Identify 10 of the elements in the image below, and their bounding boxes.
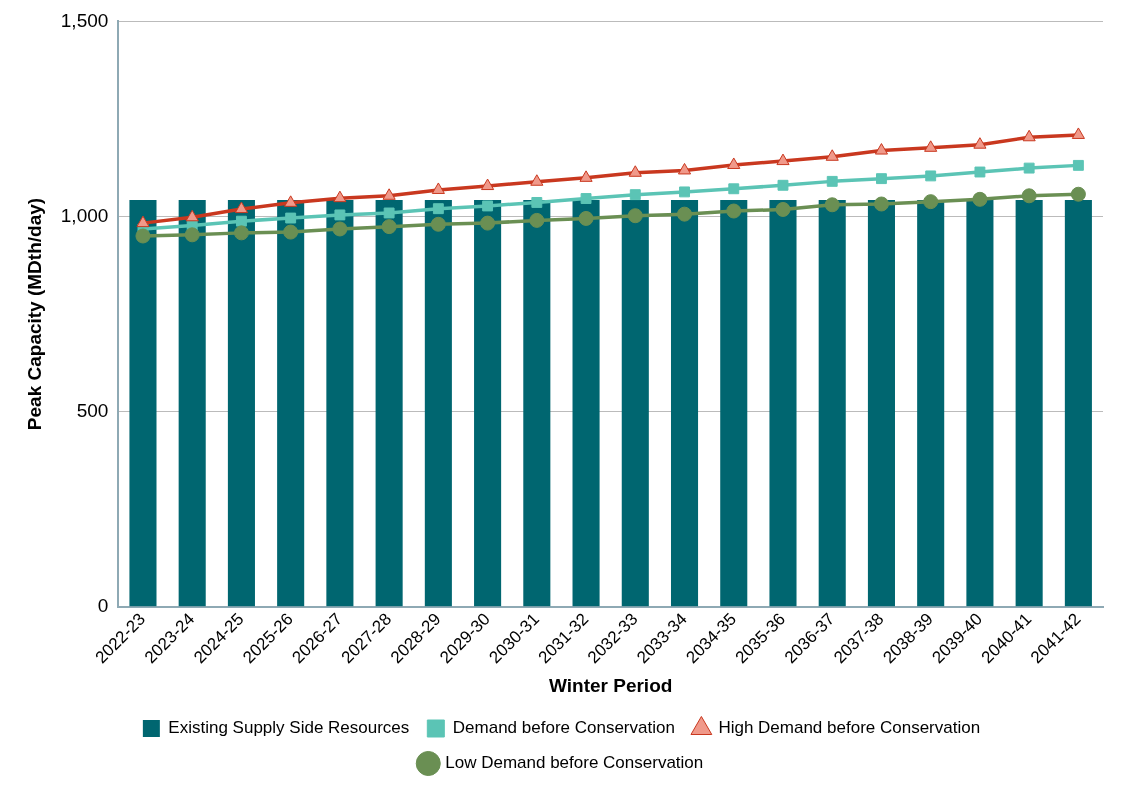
legend-label: Low Demand before Conservation: [445, 753, 704, 773]
legend-label: Demand before Conservation: [452, 718, 675, 738]
y-tick-label: 1,000: [60, 204, 109, 226]
y-tick-label: 500: [76, 399, 109, 421]
y-tick-label: 0: [97, 594, 109, 616]
x-axis-title: Winter Period: [549, 674, 673, 696]
legend-label: Existing Supply Side Resources: [168, 718, 410, 738]
y-tick-label: 1,500: [60, 9, 109, 31]
legend-label: High Demand before Conservation: [718, 718, 981, 738]
y-axis-title: Peak Capacity (MDth/day): [23, 197, 45, 431]
